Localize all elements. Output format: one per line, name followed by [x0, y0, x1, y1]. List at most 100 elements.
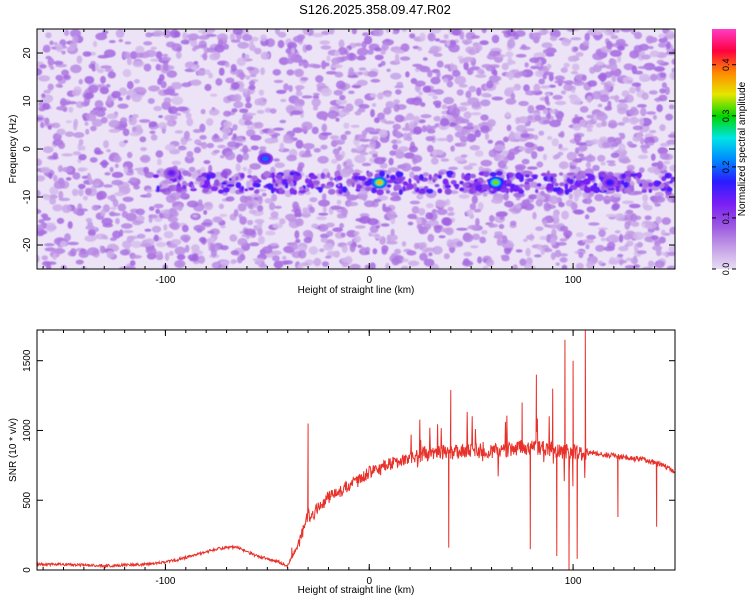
heatmap-ridge-cell [442, 178, 449, 185]
heatmap-cell [654, 239, 660, 244]
heatmap-cell [432, 149, 444, 156]
heatmap-cell [106, 149, 111, 153]
heatmap-cell [186, 33, 199, 40]
heatmap-cell [225, 196, 235, 202]
heatmap-cell [471, 195, 478, 204]
heatmap-cell [626, 141, 633, 147]
heatmap-cell [554, 154, 561, 159]
heatmap-cell [582, 191, 590, 199]
heatmap-cell [95, 109, 106, 118]
heatmap-cell [119, 229, 124, 237]
heatmap-cell [244, 120, 253, 126]
heatmap-cell [393, 103, 400, 112]
heatmap-ridge-cell [648, 182, 653, 188]
heatmap-cell [343, 122, 350, 129]
heatmap-cell [172, 120, 177, 124]
heatmap-cell [170, 239, 182, 246]
heatmap-cell [505, 98, 517, 105]
heatmap-cell [143, 63, 152, 72]
heatmap-cell [78, 138, 84, 146]
heatmap-cell [325, 71, 338, 75]
heatmap-cell [219, 245, 229, 251]
heatmap-cell [131, 94, 142, 103]
heatmap-cell [204, 201, 214, 211]
heatmap-cell [37, 175, 46, 182]
heatmap-cell [256, 109, 265, 114]
heatmap-cell [559, 130, 565, 138]
heatmap-cell [109, 212, 121, 217]
heatmap-cell [603, 246, 615, 252]
heatmap-cell [546, 234, 551, 243]
heatmap-cell [173, 31, 181, 38]
heatmap-cell [357, 244, 363, 248]
heatmap-cell [150, 58, 161, 62]
heatmap-cell [480, 125, 490, 134]
heatmap-cell [383, 120, 395, 125]
heatmap-cell [291, 241, 298, 251]
heatmap-cell [535, 104, 546, 111]
heatmap-cell [549, 35, 558, 42]
heatmap-cell [301, 121, 313, 131]
heatmap-cell [129, 260, 136, 267]
heatmap-ridge-cell [582, 178, 591, 185]
heatmap-cell [400, 43, 410, 52]
heatmap-cell [540, 247, 545, 255]
heatmap-cell [302, 143, 315, 150]
heatmap-cell [85, 112, 97, 122]
heatmap-ridge-cell [182, 184, 187, 190]
heatmap-cell [466, 122, 474, 127]
heatmap-cell [552, 94, 563, 100]
heatmap-cell [410, 123, 416, 128]
heatmap-cell [534, 115, 542, 122]
heatmap-cell [470, 245, 479, 249]
heatmap-cell [325, 222, 335, 228]
heatmap-ridge-cell [352, 172, 361, 176]
heatmap-cell [91, 118, 103, 127]
heatmap-cell [252, 199, 258, 206]
heatmap-cell [245, 102, 252, 109]
heatmap-cell [479, 236, 486, 244]
heatmap-cell [611, 75, 617, 83]
heatmap-cell [524, 122, 530, 127]
heatmap-ridge-cell [623, 181, 629, 189]
heatmap-cell [53, 41, 58, 46]
heatmap-cell [618, 259, 627, 264]
heatmap-cell [358, 138, 371, 142]
heatmap-ridge-cell [378, 170, 386, 177]
heatmap-cell [135, 52, 144, 58]
heatmap-cell [229, 33, 236, 41]
heatmap-cell [52, 253, 57, 261]
heatmap-cell [84, 92, 94, 100]
heatmap-ridge-cell [222, 187, 230, 193]
heatmap-cell [353, 231, 360, 236]
heatmap-ridge-cell [306, 183, 312, 188]
heatmap-ridge-cell [437, 188, 443, 194]
heatmap-cell [193, 146, 202, 154]
heatmap-cell [612, 193, 622, 198]
heatmap-cell [645, 222, 658, 230]
heatmap-ridge-cell [434, 183, 440, 188]
heatmap-cell [486, 80, 494, 89]
heatmap-cell [47, 125, 52, 130]
heatmap-cell [356, 55, 366, 61]
heatmap-ridge-cell [390, 174, 396, 182]
heatmap-cell [462, 233, 474, 243]
heatmap-cell [414, 80, 426, 87]
heatmap-cell [72, 172, 81, 180]
heatmap-cell [443, 253, 450, 260]
heatmap-cell [262, 98, 267, 103]
heatmap-cell [575, 232, 584, 238]
heatmap-cell [438, 235, 446, 239]
heatmap-cell [381, 43, 389, 51]
heatmap-cell [200, 141, 208, 150]
heatmap-cell [203, 69, 211, 75]
heatmap-cell [334, 71, 344, 78]
heatmap-cell [538, 78, 545, 85]
heatmap-cell [427, 233, 435, 243]
heatmap-cell [423, 247, 436, 252]
heatmap-cell [661, 217, 671, 225]
heatmap-cell [295, 139, 304, 149]
heatmap-cell [583, 40, 590, 47]
